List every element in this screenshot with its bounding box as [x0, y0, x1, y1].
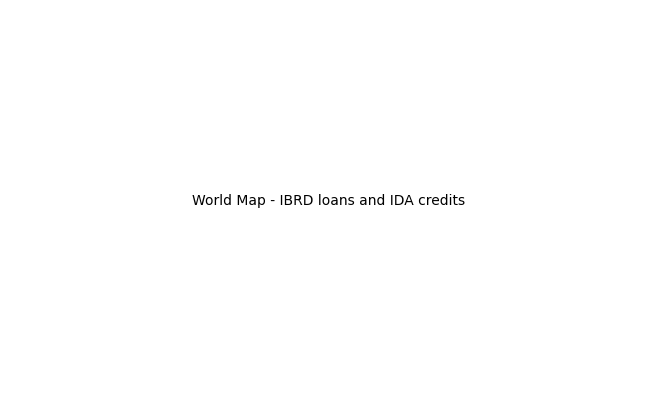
Text: World Map - IBRD loans and IDA credits: World Map - IBRD loans and IDA credits: [192, 194, 465, 207]
